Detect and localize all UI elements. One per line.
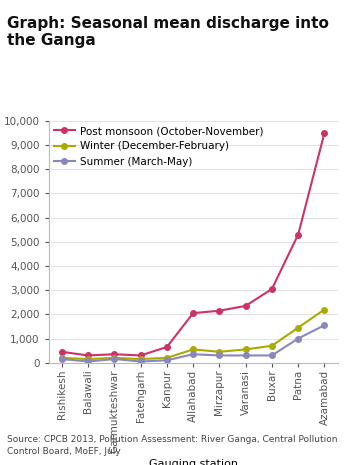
Line: Winter (December-February): Winter (December-February) <box>59 307 327 362</box>
Winter (December-February) <box>139 356 143 362</box>
Text: the Ganga: the Ganga <box>7 33 96 47</box>
Post monsoon (October-November) <box>244 303 248 309</box>
Summer (March-May) <box>244 352 248 358</box>
Summer (March-May) <box>296 336 300 341</box>
Winter (December-February) <box>244 346 248 352</box>
Post monsoon (October-November) <box>86 352 90 358</box>
Winter (December-February) <box>86 356 90 362</box>
Post monsoon (October-November) <box>60 349 64 355</box>
Summer (March-May) <box>322 322 326 328</box>
Winter (December-February) <box>270 343 274 349</box>
Summer (March-May) <box>60 356 64 362</box>
Legend: Post monsoon (October-November), Winter (December-February), Summer (March-May): Post monsoon (October-November), Winter … <box>54 126 263 166</box>
Summer (March-May) <box>191 352 195 357</box>
X-axis label: Gauging station: Gauging station <box>149 458 238 465</box>
Winter (December-February) <box>60 355 64 361</box>
Line: Summer (March-May): Summer (March-May) <box>59 322 327 364</box>
Summer (March-May) <box>217 352 221 358</box>
Text: Control Board, MoEF, July: Control Board, MoEF, July <box>7 447 121 456</box>
Winter (December-February) <box>322 307 326 312</box>
Post monsoon (October-November) <box>322 130 326 136</box>
Post monsoon (October-November) <box>296 232 300 237</box>
Summer (March-May) <box>139 359 143 364</box>
Post monsoon (October-November) <box>270 286 274 292</box>
Winter (December-February) <box>165 355 169 361</box>
Text: Source: CPCB 2013, Pollution Assessment: River Ganga, Central Pollution: Source: CPCB 2013, Pollution Assessment:… <box>7 435 338 444</box>
Winter (December-February) <box>296 325 300 331</box>
Post monsoon (October-November) <box>217 308 221 313</box>
Post monsoon (October-November) <box>139 352 143 358</box>
Summer (March-May) <box>270 352 274 358</box>
Summer (March-May) <box>112 356 117 362</box>
Post monsoon (October-November) <box>165 344 169 350</box>
Post monsoon (October-November) <box>112 352 117 357</box>
Summer (March-May) <box>86 359 90 364</box>
Winter (December-February) <box>217 349 221 355</box>
Winter (December-February) <box>191 346 195 352</box>
Line: Post monsoon (October-November): Post monsoon (October-November) <box>59 130 327 358</box>
Post monsoon (October-November) <box>191 310 195 316</box>
Text: Graph: Seasonal mean discharge into: Graph: Seasonal mean discharge into <box>7 16 329 31</box>
Winter (December-February) <box>112 355 117 361</box>
Summer (March-May) <box>165 358 169 363</box>
